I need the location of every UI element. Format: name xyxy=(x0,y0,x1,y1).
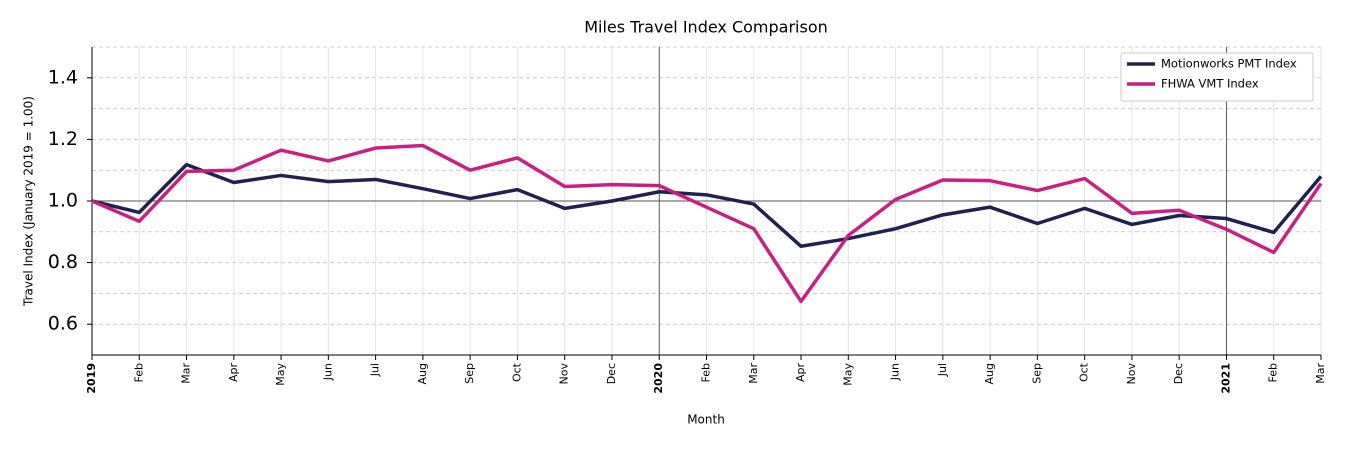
x-tick-label: Mar xyxy=(180,363,193,384)
legend-label: FHWA VMT Index xyxy=(1161,77,1259,91)
x-tick-label: Aug xyxy=(983,363,996,384)
x-tick-label: 2019 xyxy=(85,363,98,394)
x-tick-label: Mar xyxy=(747,363,760,384)
y-tick-label: 1.4 xyxy=(48,66,78,88)
x-tick-label: Oct xyxy=(510,362,523,382)
chart-title: Miles Travel Index Comparison xyxy=(584,18,828,37)
x-tick-label: Feb xyxy=(700,363,713,382)
x-tick-label: Feb xyxy=(132,363,145,382)
x-tick-label: May xyxy=(274,363,287,386)
x-tick-label: Dec xyxy=(1172,363,1185,384)
x-tick-label: Apr xyxy=(227,363,240,383)
x-tick-label: Jun xyxy=(889,363,902,381)
series-line xyxy=(91,143,1323,304)
x-tick-label: Dec xyxy=(605,363,618,384)
y-axis-label: Travel Index (January 2019 = 1.00) xyxy=(22,96,36,307)
x-tick-label: Sep xyxy=(463,363,476,384)
y-tick-label: 1.0 xyxy=(48,190,78,212)
x-tick-label: 2021 xyxy=(1219,363,1232,394)
x-tick-label: Aug xyxy=(416,363,429,384)
series-line xyxy=(91,162,1323,249)
y-tick-label: 0.8 xyxy=(48,251,78,273)
x-tick-label: Nov xyxy=(558,363,571,385)
x-tick-label: 2020 xyxy=(652,363,665,394)
x-tick-label: Nov xyxy=(1125,363,1138,385)
x-tick-label: Oct xyxy=(1078,362,1091,382)
x-tick-label: May xyxy=(841,363,854,386)
x-tick-label: Mar xyxy=(1314,363,1327,384)
legend-label: Motionworks PMT Index xyxy=(1161,57,1297,71)
x-tick-label: Feb xyxy=(1267,363,1280,382)
x-tick-label: Jun xyxy=(321,363,334,381)
y-tick-label: 1.2 xyxy=(48,128,78,150)
legend-box xyxy=(1120,52,1314,102)
x-axis-label: Month xyxy=(687,413,725,427)
x-tick-label: Sep xyxy=(1030,363,1043,384)
x-tick-label: Jul xyxy=(369,363,382,377)
x-tick-label: Apr xyxy=(794,363,807,383)
x-tick-label: Jul xyxy=(936,363,949,377)
y-tick-label: 0.6 xyxy=(48,313,78,335)
